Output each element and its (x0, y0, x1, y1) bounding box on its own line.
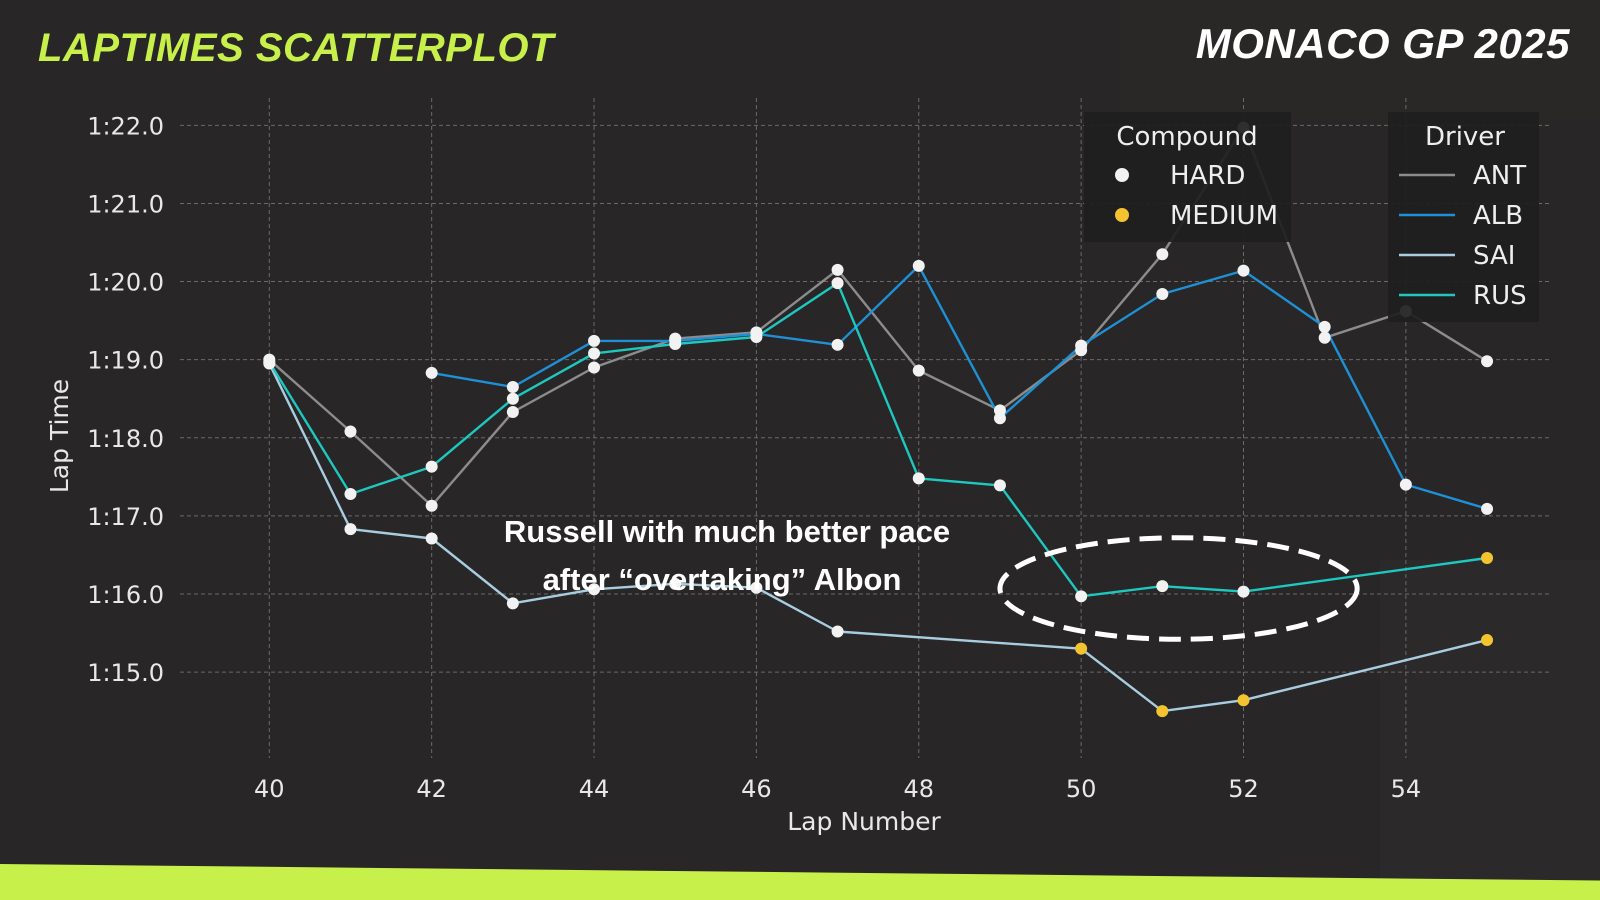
x-tick-label: 50 (1066, 775, 1097, 803)
compound-legend: Compound HARD MEDIUM (1084, 112, 1291, 242)
driver-legend-alb: ALB (1473, 201, 1523, 231)
y-tick-label: 1:21.0 (87, 190, 164, 218)
data-point-sai (669, 577, 682, 590)
data-point-rus (1237, 585, 1250, 598)
data-point-alb (993, 412, 1006, 425)
data-point-sai (425, 532, 438, 545)
data-point-sai (1237, 694, 1250, 707)
highlight-ellipse (997, 535, 1360, 642)
data-point-ant (1318, 331, 1331, 344)
data-point-ant (831, 263, 844, 276)
data-point-sai (344, 523, 357, 536)
y-tick-label: 1:18.0 (87, 425, 164, 453)
data-point-rus (588, 347, 601, 360)
data-point-alb (912, 259, 925, 272)
x-axis-ticks: 40 42 44 46 48 50 52 54 (254, 775, 1421, 803)
driver-legend-title: Driver (1425, 122, 1505, 152)
data-point-rus (750, 331, 763, 344)
y-axis-ticks: 1:15.0 1:16.0 1:17.0 1:18.0 1:19.0 1:20.0 1:21… (87, 112, 164, 687)
background-pattern-bottom (1380, 560, 1600, 880)
hard-marker-icon (1115, 168, 1129, 182)
x-tick-label: 40 (254, 775, 285, 803)
data-point-rus (1156, 580, 1169, 593)
background-pattern-top (1120, 0, 1600, 120)
data-point-sai (506, 597, 519, 610)
data-point-ant (344, 425, 357, 438)
data-point-rus (993, 479, 1006, 492)
compound-legend-title: Compound (1116, 122, 1257, 152)
data-point-alb (1481, 502, 1494, 515)
driver-legend-sai: SAI (1473, 241, 1515, 271)
data-point-rus (344, 488, 357, 500)
data-point-ant (588, 361, 601, 374)
series-line-rus (268, 281, 1488, 598)
driver-legend: Driver ANT ALB SAI RUS (1388, 112, 1539, 322)
driver-legend-box (1388, 112, 1539, 322)
medium-marker-icon (1115, 208, 1129, 222)
compound-legend-hard: HARD (1170, 161, 1245, 191)
series-line-sai (268, 363, 1488, 713)
data-point-ant (506, 405, 519, 418)
x-tick-label: 44 (579, 775, 610, 803)
y-tick-label: 1:19.0 (87, 347, 164, 375)
y-axis-label: Lap Time (45, 379, 74, 493)
data-point-rus (1481, 552, 1494, 565)
data-point-sai (1075, 642, 1088, 655)
y-tick-label: 1:16.0 (87, 581, 164, 609)
x-tick-label: 54 (1391, 775, 1422, 803)
y-tick-label: 1:17.0 (87, 503, 164, 531)
series-line-alb (431, 264, 1488, 510)
data-point-sai (831, 625, 844, 638)
data-point-ant (425, 499, 438, 512)
data-points (263, 121, 1494, 718)
data-point-alb (831, 338, 844, 351)
y-tick-label: 1:22.0 (87, 112, 164, 140)
data-point-rus (263, 356, 276, 368)
annotation-line-2: after “overtaking” Albon (543, 562, 902, 597)
annotation: Russell with much better pace after “ove… (504, 514, 1360, 642)
data-point-ant (1156, 248, 1169, 261)
data-point-ant (1481, 355, 1494, 368)
data-point-sai (1481, 634, 1494, 647)
x-tick-label: 46 (741, 775, 772, 803)
data-point-sai (1156, 705, 1169, 718)
y-tick-label: 1:15.0 (87, 659, 164, 687)
data-point-rus (425, 460, 438, 473)
data-point-sai (750, 581, 763, 594)
compound-legend-medium: MEDIUM (1170, 201, 1278, 231)
x-axis-label: Lap Number (787, 807, 941, 836)
data-point-alb (1318, 320, 1331, 333)
data-point-rus (669, 338, 682, 351)
x-tick-label: 42 (416, 775, 447, 803)
data-point-rus (912, 472, 925, 485)
driver-legend-rus: RUS (1473, 281, 1527, 311)
annotation-line-1: Russell with much better pace (504, 514, 950, 549)
x-tick-label: 52 (1228, 775, 1259, 803)
data-point-rus (831, 277, 844, 290)
data-point-alb (1237, 264, 1250, 277)
x-tick-label: 48 (903, 775, 934, 803)
data-point-sai (588, 583, 601, 596)
data-point-alb (1075, 339, 1088, 352)
data-point-alb (1399, 478, 1412, 491)
data-point-rus (1075, 590, 1088, 603)
data-point-alb (588, 334, 601, 347)
driver-legend-ant: ANT (1473, 161, 1526, 191)
data-point-alb (1156, 288, 1169, 301)
page-title: LAPTIMES SCATTERPLOT (38, 26, 554, 70)
grid (180, 98, 1552, 758)
data-point-rus (506, 392, 519, 405)
y-tick-label: 1:20.0 (87, 269, 164, 297)
event-title: MONACO GP 2025 (1195, 20, 1570, 67)
series-lines (268, 126, 1488, 713)
data-point-ant (912, 364, 925, 377)
data-point-alb (506, 380, 519, 393)
data-point-alb (425, 366, 438, 379)
